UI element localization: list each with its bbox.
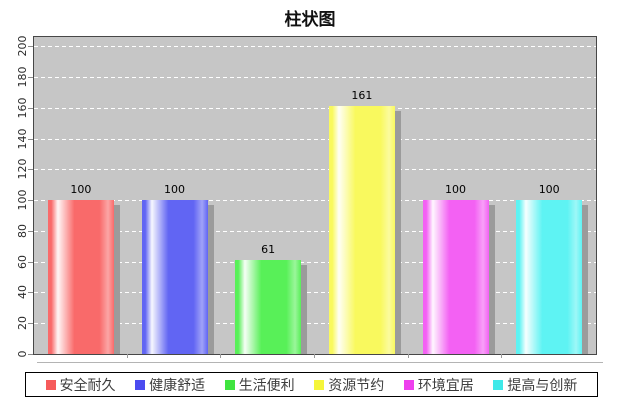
bar-健康舒适 [141, 200, 214, 354]
gridline-200 [34, 46, 596, 48]
gridline-140 [34, 138, 596, 140]
gridline-60 [34, 261, 596, 263]
bar-value-label-提高与创新: 100 [538, 183, 560, 197]
y-axis-label-160: 160 [15, 97, 29, 119]
legend-swatch-icon [314, 379, 325, 390]
legend-label: 环境宜居 [417, 377, 474, 394]
y-axis-tick-40 [28, 292, 33, 294]
bar-value-label-安全耐久: 100 [70, 183, 92, 197]
legend-swatch-icon [45, 379, 56, 390]
legend-item-环境宜居: 环境宜居 [403, 375, 474, 395]
y-axis-tick-0 [28, 354, 33, 355]
bar-slot-提高与创新: 100 [502, 37, 596, 354]
y-axis-label-120: 120 [15, 158, 29, 180]
y-axis-label-80: 80 [15, 223, 29, 238]
legend-item-提高与创新: 提高与创新 [493, 375, 577, 395]
y-axis-label-20: 20 [15, 316, 29, 331]
y-axis-label-100: 100 [15, 189, 29, 211]
legend-swatch-icon [493, 379, 504, 390]
y-axis-label-0: 0 [15, 350, 29, 358]
bar-slot-生活便利: 61 [221, 37, 315, 354]
bar-slot-安全耐久: 100 [34, 37, 128, 354]
y-axis-tick-140 [28, 138, 33, 140]
bar-slot-资源节约: 161 [315, 37, 409, 354]
y-axis-tick-60 [28, 261, 33, 263]
legend-label: 健康舒适 [149, 377, 206, 394]
legend-label: 生活便利 [238, 377, 295, 394]
bar-slot-健康舒适: 100 [128, 37, 222, 354]
gridline-20 [34, 323, 596, 325]
gridline-120 [34, 169, 596, 171]
y-axis-tick-180 [28, 77, 33, 79]
legend-item-生活便利: 生活便利 [224, 375, 295, 395]
legend-item-资源节约: 资源节约 [314, 375, 384, 395]
x-axis-tick-4 [407, 354, 409, 358]
y-axis-label-60: 60 [15, 254, 29, 269]
bar-环境宜居 [422, 200, 495, 354]
bar-生活便利 [235, 260, 308, 354]
bar-value-label-环境宜居: 100 [445, 183, 467, 197]
plot-shadow-line [37, 362, 603, 363]
gridline-80 [34, 230, 596, 232]
y-axis-tick-160 [28, 107, 33, 109]
chart-title: 柱状图 [284, 10, 336, 30]
gridline-160 [34, 107, 596, 109]
bar-资源节约 [328, 106, 401, 354]
bar-slot-环境宜居: 100 [409, 37, 503, 354]
y-axis-tick-100 [28, 200, 33, 202]
gridline-100 [34, 200, 596, 202]
plot-area: 100 100 61 161 100 100 0 20 40 60 80 100 120 140 160 1… [16, 36, 597, 358]
y-axis-tick-200 [28, 46, 33, 48]
x-axis-tick-5 [501, 354, 503, 358]
bar-value-label-资源节约: 161 [351, 89, 373, 103]
y-axis-tick-20 [28, 323, 33, 325]
y-axis-tick-80 [28, 230, 33, 232]
y-axis-label-140: 140 [15, 128, 29, 150]
legend-label: 提高与创新 [507, 377, 578, 394]
x-axis-tick-1 [126, 354, 128, 358]
y-axis-tick-120 [28, 169, 33, 171]
x-axis-tick-3 [314, 354, 315, 358]
legend-swatch-icon [224, 379, 235, 390]
bar-value-label-健康舒适: 100 [164, 183, 185, 197]
y-axis-label-40: 40 [15, 285, 29, 300]
gridline-40 [34, 292, 596, 294]
bar-value-label-生活便利: 61 [261, 243, 276, 257]
bar-提高与创新 [516, 200, 589, 354]
y-axis-label-180: 180 [15, 66, 29, 88]
x-axis-tick-2 [220, 354, 222, 358]
legend: 安全耐久 健康舒适 生活便利 资源节约 环境宜居 提高与创新 [25, 372, 598, 397]
legend-item-健康舒适: 健康舒适 [135, 375, 205, 395]
bars: 100 100 61 161 100 100 [34, 37, 596, 354]
y-axis-label-200: 200 [15, 35, 29, 57]
legend-item-安全耐久: 安全耐久 [45, 375, 116, 395]
bar-安全耐久 [47, 200, 120, 354]
legend-label: 安全耐久 [59, 377, 116, 394]
legend-swatch-icon [403, 379, 414, 390]
legend-label: 资源节约 [328, 377, 385, 394]
gridline-180 [34, 77, 596, 79]
legend-swatch-icon [135, 379, 146, 390]
